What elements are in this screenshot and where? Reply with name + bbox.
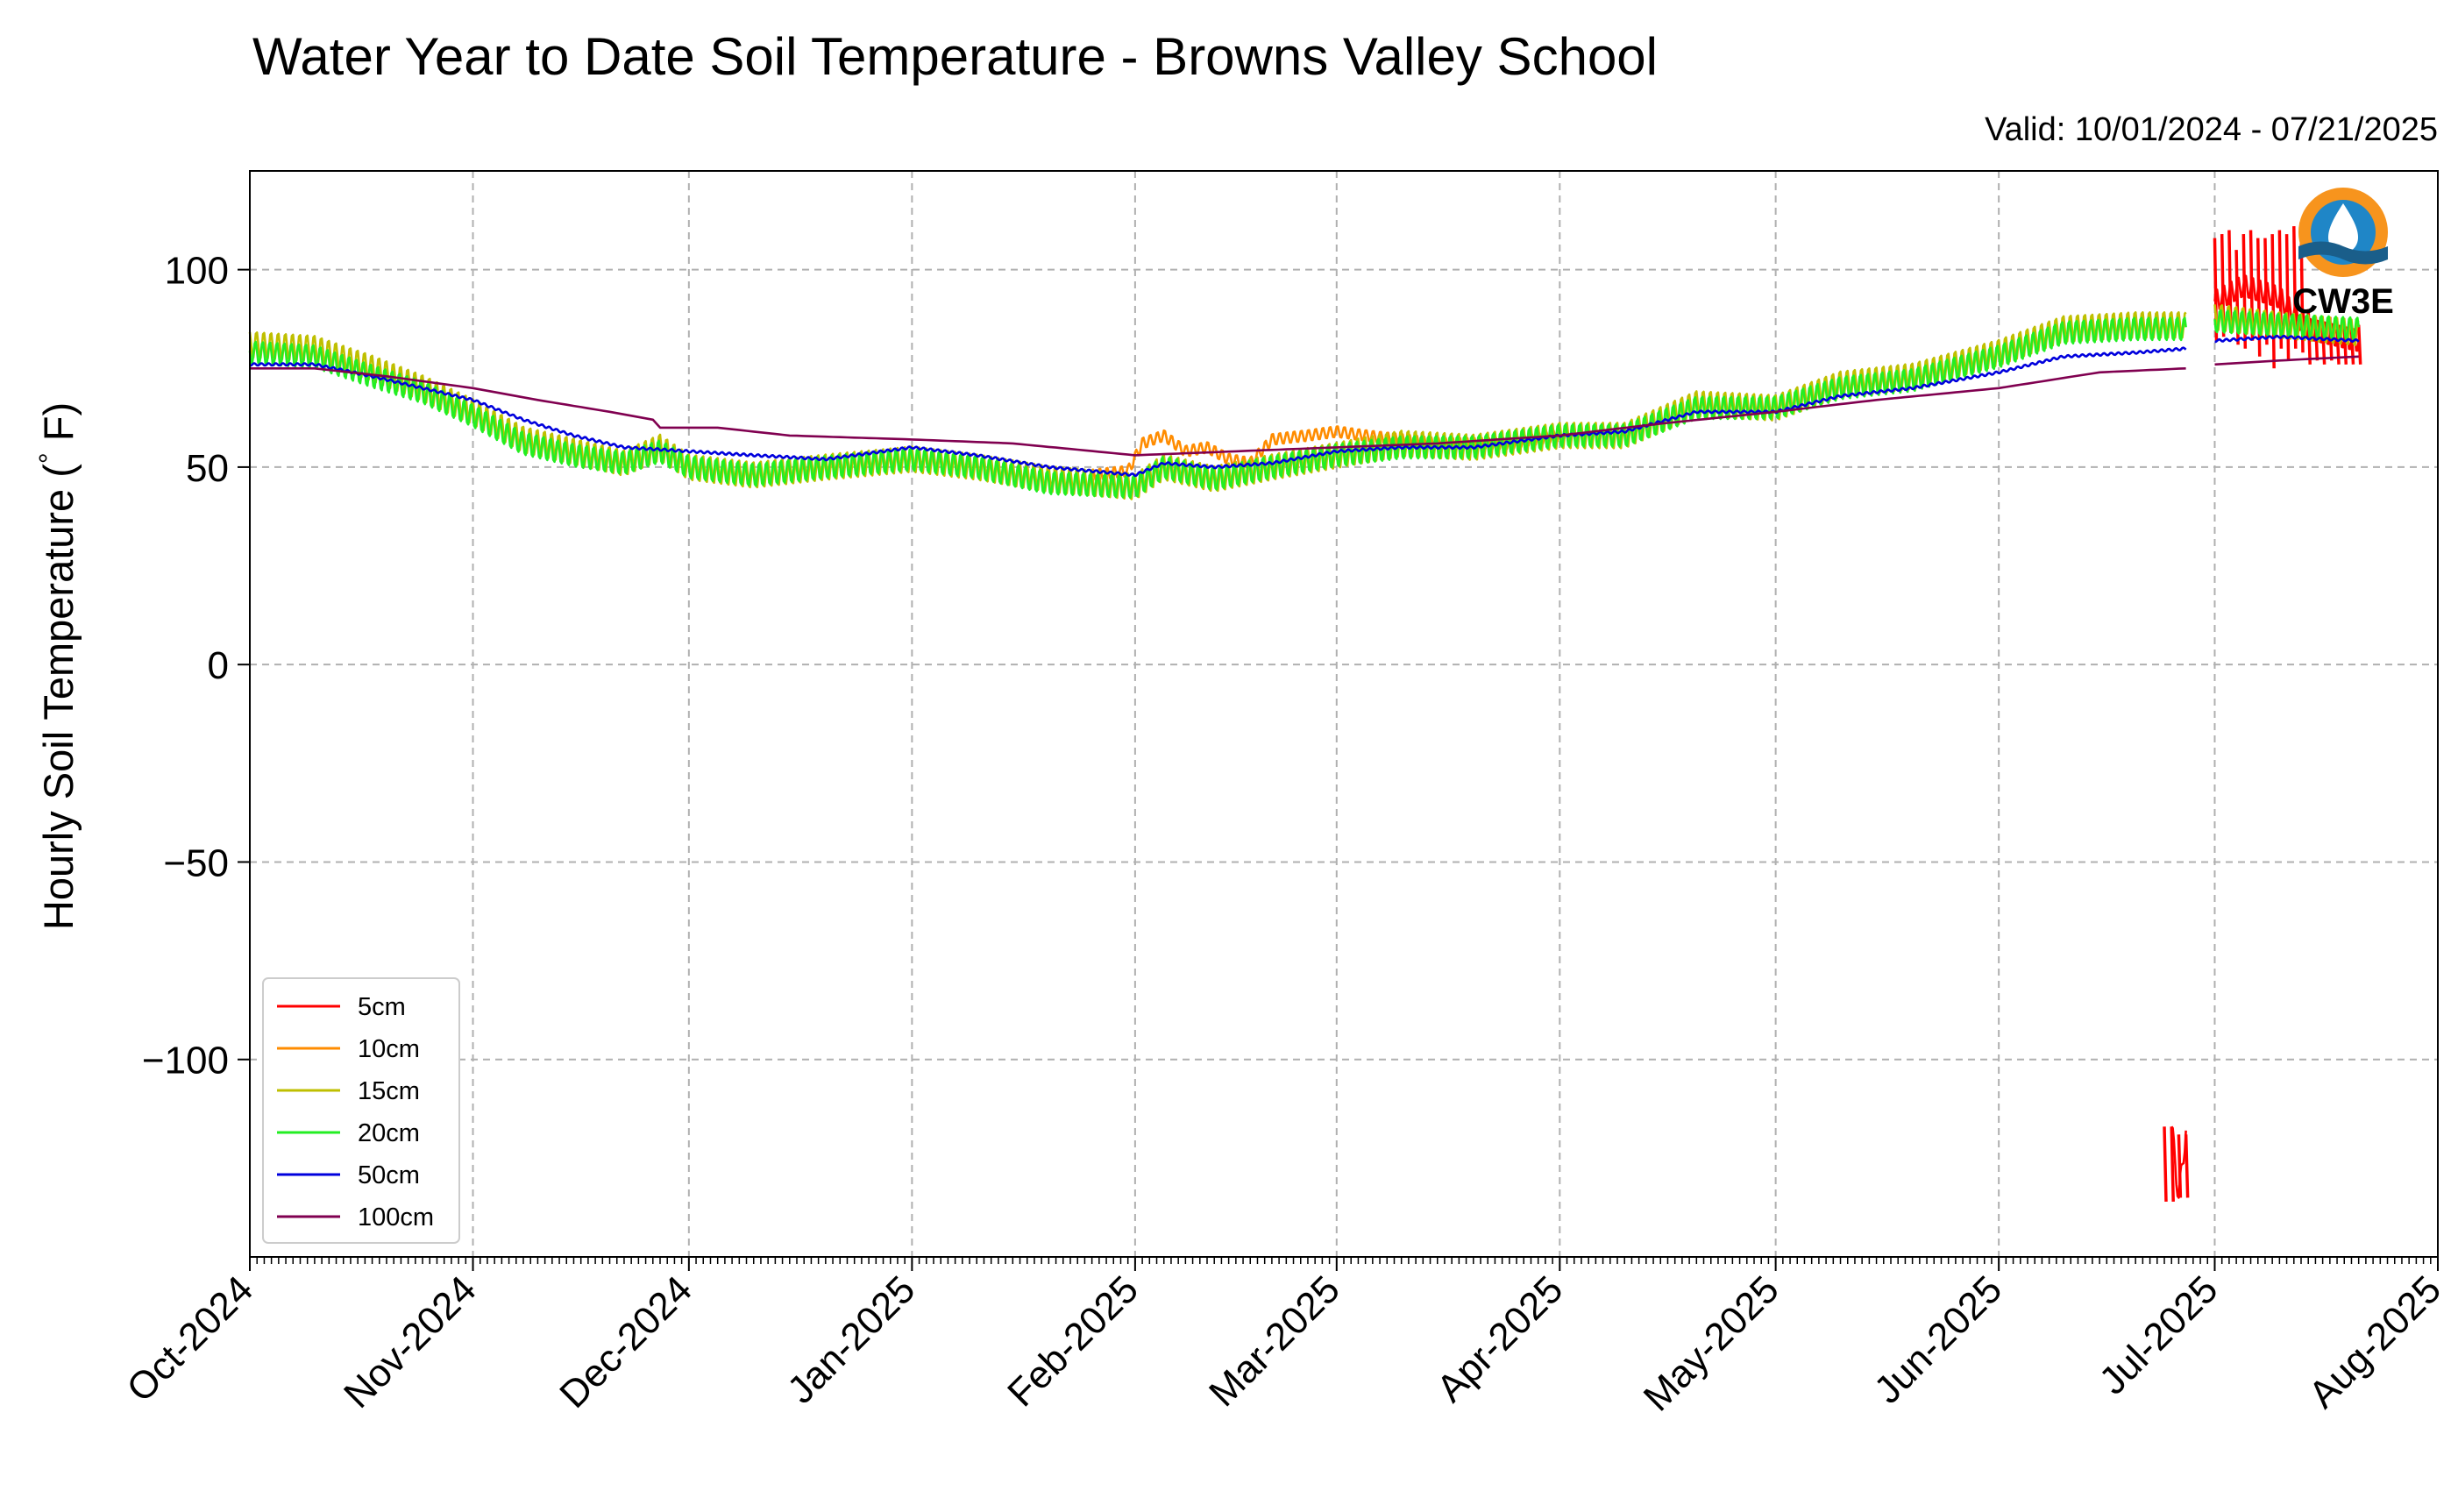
y-tick-label: −100 (142, 1040, 229, 1083)
x-tick-labels: Oct-2024 Nov-2024 Dec-2024 Jan-2025 Feb-2025… (118, 1267, 2449, 1419)
plot-frame (249, 170, 2439, 1258)
legend-label: 10cm (358, 1035, 420, 1063)
series-line-50cm (2214, 334, 2360, 344)
series-line-20cm (248, 316, 2187, 499)
legend-label: 50cm (358, 1161, 420, 1189)
y-tick-label: −50 (163, 841, 229, 884)
legend-item: 10cm (277, 1035, 420, 1063)
series-spike-5cm (2184, 1134, 2190, 1198)
chart-subtitle: Valid: 10/01/2024 - 07/21/2025 (1985, 111, 2438, 148)
legend-item: 20cm (277, 1119, 420, 1147)
legend-label: 15cm (358, 1077, 420, 1105)
cw3e-logo-text: CW3E (2292, 282, 2394, 321)
grid-lines (249, 171, 2439, 1257)
series-spike-5cm (2284, 234, 2291, 361)
x-tick-label: Jun-2025 (1866, 1267, 2010, 1411)
legend-label: 20cm (358, 1119, 420, 1147)
series-spike-5cm (2256, 238, 2262, 357)
x-tick-label: Jul-2025 (2092, 1267, 2227, 1402)
x-tick-label: May-2025 (1636, 1267, 1787, 1419)
series-5cm (2163, 222, 2362, 1202)
legend-label: 100cm (358, 1203, 434, 1232)
y-tick-label: 50 (186, 447, 229, 490)
axis-ticks (238, 268, 2439, 1271)
series-spike-5cm (2163, 1126, 2168, 1202)
x-tick-label: Apr-2025 (1429, 1267, 1572, 1410)
series-line-100cm (2214, 355, 2359, 366)
cw3e-logo: CW3E (2292, 188, 2394, 321)
x-tick-label: Feb-2025 (999, 1267, 1147, 1415)
x-tick-label: Aug-2025 (2300, 1267, 2449, 1416)
series-spike-5cm (2177, 1134, 2183, 1198)
series-line-15cm (248, 311, 2187, 500)
x-tick-label: Jan-2025 (779, 1267, 923, 1411)
legend-box (262, 977, 460, 1244)
legend-item: 50cm (277, 1161, 420, 1189)
y-axis-label: Hourly Soil Temperature (° F) (33, 402, 82, 930)
series-line-100cm (250, 367, 2186, 457)
x-tick-label: Nov-2024 (336, 1267, 485, 1416)
data-series (248, 222, 2362, 1202)
series-line-5cm (2170, 1125, 2187, 1199)
water-drop-icon (2328, 203, 2358, 253)
x-tick-label: Oct-2024 (118, 1267, 261, 1410)
wave-icon (2298, 241, 2388, 265)
y-tick-labels: 100 50 0 −50 −100 (142, 250, 229, 1083)
series-spike-5cm (2270, 234, 2276, 369)
series-spike-5cm (2356, 324, 2362, 365)
x-tick-label: Dec-2024 (551, 1267, 700, 1416)
series-line-50cm (249, 346, 2187, 478)
legend-item: 15cm (277, 1077, 420, 1105)
y-tick-label: 100 (165, 250, 229, 293)
legend-label: 5cm (358, 993, 406, 1021)
chart-title: Water Year to Date Soil Temperature - Br… (252, 27, 1658, 86)
x-tick-label: Mar-2025 (1201, 1267, 1348, 1415)
legend-item: 5cm (277, 993, 406, 1021)
chart-legend: 5cm 10cm 15cm 20cm 50cm 100cm (262, 977, 460, 1244)
legend-item: 100cm (277, 1203, 434, 1232)
series-spike-5cm (2170, 1126, 2175, 1202)
series-line-20cm (2213, 309, 2360, 341)
series-50cm (249, 334, 2360, 478)
y-tick-label: 0 (208, 644, 229, 687)
series-100cm (250, 355, 2359, 457)
